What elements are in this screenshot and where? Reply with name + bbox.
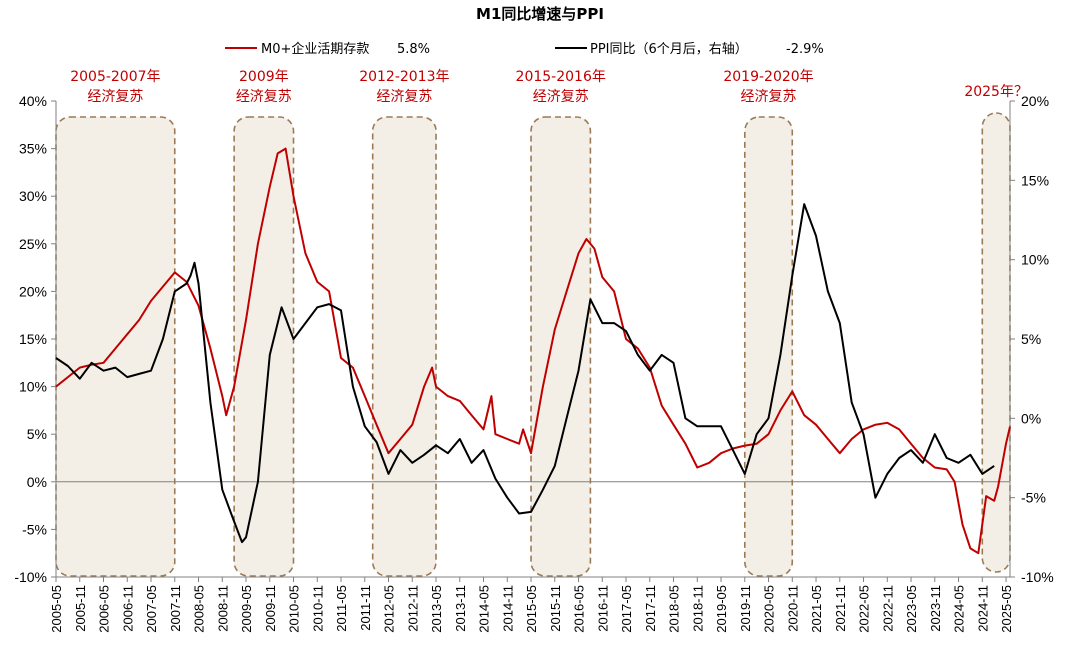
- x-tick-label: 2022-05: [857, 585, 872, 633]
- x-tick-label: 2025-05: [999, 585, 1014, 633]
- x-tick-label: 2020-05: [762, 585, 777, 633]
- y-left-tick-label: 0%: [27, 474, 47, 490]
- x-tick-label: 2024-11: [975, 585, 990, 632]
- x-tick-label: 2011-11: [358, 585, 373, 631]
- y-left-tick-label: 30%: [19, 188, 47, 204]
- x-tick-label: 2015-05: [524, 585, 539, 633]
- y-left-tick-label: 5%: [27, 426, 47, 442]
- annotation-label-0-1: 经济复苏: [87, 88, 143, 105]
- y-right-tick-label: 0%: [1021, 410, 1041, 426]
- annotation-label-2-0: 2012-2013年: [359, 69, 449, 85]
- y-right-tick-label: 5%: [1021, 331, 1041, 347]
- y-left-tick-label: 20%: [19, 283, 47, 299]
- x-tick-label: 2023-05: [904, 585, 919, 633]
- recovery-box-0: [55, 116, 176, 577]
- recovery-box-1: [233, 116, 295, 577]
- annotation-label-1-1: 经济复苏: [236, 88, 292, 105]
- x-tick-label: 2014-11: [500, 585, 515, 632]
- y-right-tick-label: 20%: [1021, 93, 1049, 109]
- x-tick-label: 2006-05: [97, 585, 112, 633]
- series-layer: [55, 147, 1011, 555]
- x-tick-label: 2018-11: [690, 585, 705, 632]
- x-tick-label: 2005-11: [73, 585, 88, 632]
- y-left-tick-label: 15%: [19, 331, 47, 347]
- x-tick-label: 2016-05: [572, 585, 587, 633]
- annotation-label-3-1: 经济复苏: [533, 88, 589, 105]
- x-tick-label: 2009-05: [239, 585, 254, 633]
- x-tick-label: 2011-05: [334, 585, 349, 632]
- series-line-m1: [55, 147, 1011, 555]
- legend-label-m1: M0+企业活期存款: [261, 41, 369, 57]
- x-tick-label: 2018-05: [667, 585, 682, 633]
- recovery-box-5: [981, 112, 1011, 573]
- annotation-label-2-1: 经济复苏: [376, 88, 432, 105]
- legend-value-ppi: -2.9%: [786, 42, 824, 57]
- x-tick-label: 2019-05: [714, 585, 729, 633]
- x-tick-label: 2009-11: [263, 585, 278, 632]
- x-tick-label: 2012-05: [382, 585, 397, 633]
- x-tick-label: 2019-11: [738, 585, 753, 632]
- x-tick-label: 2012-11: [405, 585, 420, 632]
- y-left-tick-label: 35%: [19, 141, 47, 157]
- x-tick-label: 2021-11: [833, 585, 848, 632]
- annotation-label-0-0: 2005-2007年: [70, 69, 160, 85]
- x-tick-label: 2007-11: [168, 585, 183, 632]
- recovery-box-2: [371, 116, 437, 577]
- x-tick-label: 2023-11: [928, 585, 943, 632]
- chart-title: M1同比增速与PPI: [476, 5, 604, 23]
- x-tick-label: 2008-05: [192, 585, 207, 633]
- legend: M0+企业活期存款 5.8% PPI同比（6个月后，右轴） -2.9%: [225, 41, 824, 57]
- x-tick-label: 2007-05: [144, 585, 159, 633]
- recovery-box-3: [530, 116, 592, 577]
- series-line-ppi: [55, 203, 995, 544]
- x-tick-label: 2022-11: [880, 585, 895, 632]
- y-right-tick-label: -5%: [1021, 490, 1046, 506]
- y-left-tick-label: -5%: [22, 521, 47, 537]
- x-tick-label: 2024-05: [952, 585, 967, 633]
- x-tick-label: 2015-11: [548, 585, 563, 632]
- x-tick-label: 2008-11: [215, 585, 230, 632]
- x-tick-label: 2014-05: [477, 585, 492, 633]
- x-tick-label: 2013-05: [429, 585, 444, 633]
- annotation-label-3-0: 2015-2016年: [516, 69, 606, 85]
- y-right-tick-label: 15%: [1021, 172, 1049, 188]
- y-left-tick-label: 25%: [19, 236, 47, 252]
- x-tick-label: 2013-11: [453, 585, 468, 632]
- y-left-tick-label: 10%: [19, 379, 47, 395]
- y-left-tick-label: 40%: [19, 93, 47, 109]
- recovery-box-4: [743, 116, 794, 577]
- x-tick-label: 2020-11: [785, 585, 800, 632]
- annotation-label-4-1: 经济复苏: [741, 88, 797, 105]
- y-right-tick-label: 10%: [1021, 252, 1049, 268]
- y-right-tick-label: -10%: [1021, 569, 1054, 585]
- x-tick-label: 2017-11: [643, 585, 658, 632]
- annotation-label-1-0: 2009年: [239, 69, 289, 85]
- x-tick-label: 2006-11: [120, 585, 135, 632]
- x-tick-label: 2005-05: [49, 585, 64, 633]
- annotation-layer: 2005-2007年经济复苏2009年经济复苏2012-2013年经济复苏201…: [55, 69, 1028, 577]
- x-tick-label: 2010-05: [287, 585, 302, 633]
- annotation-label-4-0: 2019-2020年: [723, 69, 813, 85]
- y-left-tick-label: -10%: [14, 569, 47, 585]
- x-tick-label: 2016-11: [595, 585, 610, 632]
- annotation-label-5-0: 2025年？: [964, 84, 1028, 100]
- x-tick-label: 2010-11: [310, 585, 325, 632]
- axes-layer: 40% 35% 30% 25% 20% 15% 10% 5% 0% -5% -10% 20% 15% 10…: [14, 93, 1053, 633]
- x-tick-label: 2021-05: [809, 585, 824, 633]
- legend-value-m1: 5.8%: [397, 42, 430, 57]
- legend-label-ppi: PPI同比（6个月后，右轴）: [590, 42, 748, 57]
- x-tick-label: 2017-05: [619, 585, 634, 633]
